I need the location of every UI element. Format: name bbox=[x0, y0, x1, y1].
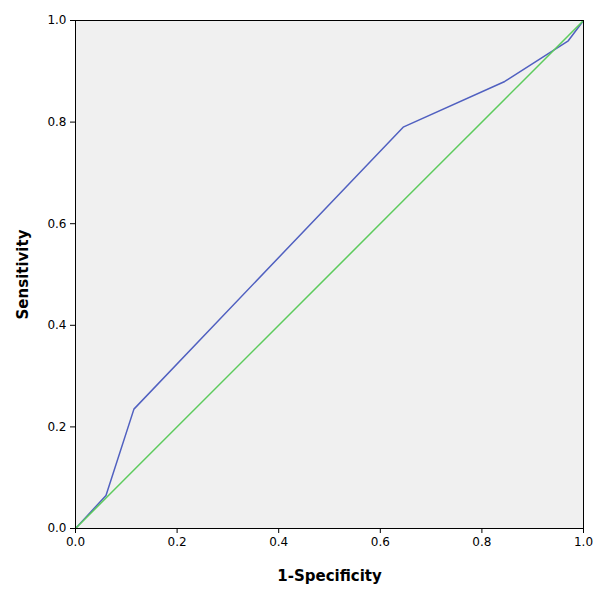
svg-text:0.6: 0.6 bbox=[47, 217, 66, 231]
svg-text:0.8: 0.8 bbox=[47, 115, 66, 129]
svg-text:1-Specificity: 1-Specificity bbox=[277, 567, 382, 585]
svg-text:0.6: 0.6 bbox=[371, 535, 390, 549]
svg-text:0.4: 0.4 bbox=[47, 318, 66, 332]
svg-text:0.0: 0.0 bbox=[66, 535, 85, 549]
svg-text:1.0: 1.0 bbox=[47, 13, 66, 27]
svg-text:0.4: 0.4 bbox=[269, 535, 288, 549]
svg-text:0.0: 0.0 bbox=[47, 521, 66, 535]
svg-text:0.8: 0.8 bbox=[472, 535, 491, 549]
svg-text:1.0: 1.0 bbox=[574, 535, 593, 549]
svg-text:0.2: 0.2 bbox=[168, 535, 187, 549]
svg-text:0.2: 0.2 bbox=[47, 420, 66, 434]
svg-text:Sensitivity: Sensitivity bbox=[14, 229, 32, 319]
